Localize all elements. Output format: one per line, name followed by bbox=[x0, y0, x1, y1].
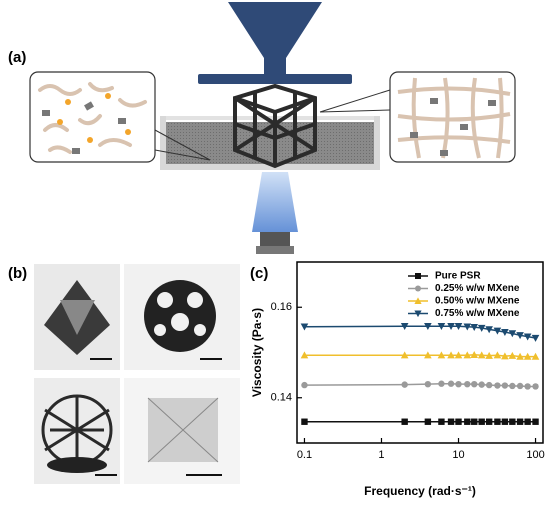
marker bbox=[463, 323, 472, 331]
x-tick-label: 0.1 bbox=[297, 449, 312, 461]
y-tick-label: 0.16 bbox=[271, 301, 292, 313]
marker bbox=[493, 327, 502, 335]
marker bbox=[464, 418, 471, 425]
marker bbox=[501, 418, 509, 425]
marker bbox=[478, 418, 485, 425]
legend-label: 0.25% w/w MXene bbox=[435, 283, 520, 294]
marker bbox=[414, 297, 422, 304]
marker bbox=[301, 381, 308, 389]
marker bbox=[508, 351, 517, 359]
x-tick-label: 1 bbox=[378, 449, 384, 461]
marker bbox=[447, 323, 455, 331]
x-axis-label: Frequency (rad·s⁻¹) bbox=[364, 484, 476, 498]
y-tick-label: 0.14 bbox=[271, 392, 292, 404]
marker bbox=[523, 352, 532, 360]
marker bbox=[447, 380, 455, 387]
marker bbox=[494, 418, 501, 425]
marker bbox=[424, 323, 432, 331]
marker bbox=[455, 418, 462, 425]
marker bbox=[508, 330, 517, 338]
marker bbox=[532, 383, 539, 390]
marker bbox=[400, 323, 409, 331]
plot-frame bbox=[296, 261, 544, 444]
y-axis-label: Viscosity (Pa·s) bbox=[250, 308, 264, 397]
marker bbox=[478, 381, 485, 388]
marker bbox=[524, 383, 531, 390]
marker bbox=[516, 382, 524, 390]
marker bbox=[516, 352, 524, 360]
marker bbox=[532, 418, 539, 425]
marker bbox=[300, 351, 309, 359]
marker bbox=[516, 418, 524, 425]
marker bbox=[447, 351, 455, 359]
series-line bbox=[304, 325, 536, 339]
marker bbox=[516, 332, 524, 340]
marker bbox=[477, 351, 486, 359]
marker bbox=[454, 351, 463, 359]
marker bbox=[509, 418, 516, 425]
x-tick-label: 100 bbox=[526, 449, 544, 461]
marker bbox=[471, 418, 478, 425]
marker bbox=[424, 380, 432, 388]
marker bbox=[437, 351, 446, 359]
marker bbox=[485, 351, 493, 359]
marker bbox=[501, 382, 509, 389]
marker bbox=[501, 328, 509, 336]
marker bbox=[454, 323, 463, 331]
marker bbox=[470, 350, 479, 358]
schematic bbox=[29, 2, 516, 254]
marker bbox=[477, 324, 486, 332]
panel-label: (c) bbox=[250, 265, 268, 282]
x-tick-label: 10 bbox=[452, 449, 464, 461]
marker bbox=[485, 381, 493, 389]
marker bbox=[523, 333, 532, 341]
marker bbox=[494, 382, 501, 389]
series-line bbox=[304, 382, 536, 388]
marker bbox=[414, 310, 422, 318]
legend-label: 0.50% w/w MXene bbox=[435, 296, 520, 307]
marker bbox=[424, 418, 432, 425]
marker bbox=[400, 351, 409, 359]
marker bbox=[447, 418, 455, 425]
panel-label: (a) bbox=[8, 49, 26, 66]
marker bbox=[493, 351, 502, 359]
marker bbox=[501, 352, 509, 360]
marker bbox=[415, 285, 421, 292]
marker bbox=[531, 334, 540, 342]
legend-label: Pure PSR bbox=[435, 271, 481, 282]
marker bbox=[415, 273, 421, 279]
marker bbox=[463, 351, 472, 359]
panel-label: (b) bbox=[8, 265, 27, 282]
marker bbox=[464, 380, 471, 388]
marker bbox=[471, 380, 478, 388]
marker bbox=[438, 418, 445, 425]
marker bbox=[401, 418, 408, 425]
legend-label: 0.75% w/w MXene bbox=[435, 308, 520, 319]
marker bbox=[301, 418, 308, 425]
marker bbox=[300, 323, 309, 331]
marker bbox=[485, 418, 493, 425]
marker bbox=[509, 382, 516, 390]
marker bbox=[401, 381, 408, 388]
photos bbox=[34, 264, 240, 484]
marker bbox=[485, 326, 493, 334]
marker bbox=[524, 418, 531, 425]
series-line bbox=[304, 354, 536, 358]
marker bbox=[437, 323, 446, 331]
marker bbox=[424, 351, 432, 359]
marker bbox=[455, 380, 462, 388]
marker bbox=[470, 323, 479, 331]
marker bbox=[438, 380, 445, 387]
marker bbox=[531, 352, 540, 360]
